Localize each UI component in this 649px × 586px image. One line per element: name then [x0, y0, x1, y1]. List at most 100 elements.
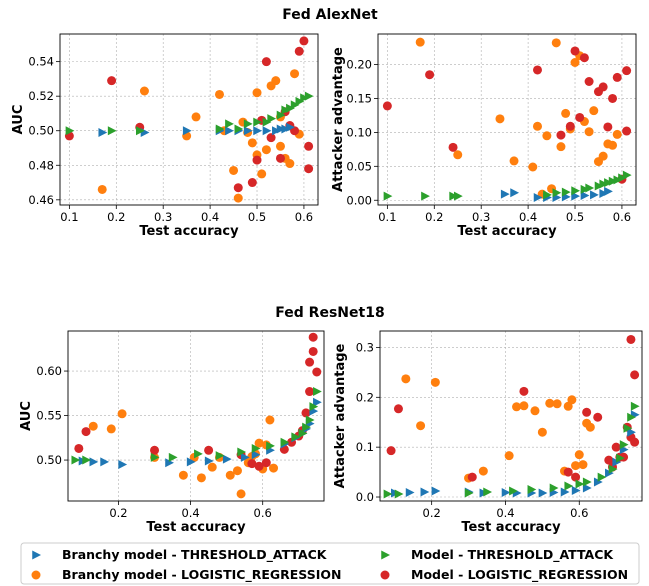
data-point [304, 91, 314, 101]
series-3 [64, 36, 314, 193]
data-point [574, 450, 584, 460]
data-point [204, 445, 214, 455]
x-tick-label: 0.6 [295, 210, 313, 224]
y-tick-label: 0.50 [28, 124, 54, 138]
data-point [165, 458, 174, 468]
data-point [88, 421, 98, 431]
x-tick-label: 0.4 [519, 210, 537, 224]
data-point [623, 423, 633, 433]
data-point [630, 437, 640, 447]
data-point [578, 460, 588, 470]
y-tick-label: 0.50 [36, 453, 62, 467]
series-2 [415, 37, 622, 199]
legend-label: Branchy model - THRESHOLD_ATTACK [62, 547, 328, 563]
y-axis-label: Attacker advantage [333, 343, 348, 488]
y-tick-label: 0.46 [28, 193, 54, 207]
y-tick-label: 0.48 [28, 158, 54, 172]
data-point [510, 188, 520, 198]
y-tick-label: 0.05 [346, 159, 372, 173]
data-point [207, 462, 217, 472]
x-tick-label: 0.6 [254, 506, 272, 520]
data-point [253, 117, 263, 127]
data-point [280, 437, 290, 447]
data-point [509, 156, 519, 166]
data-point [542, 131, 552, 141]
data-point [599, 179, 609, 189]
data-point [401, 374, 411, 384]
data-point [537, 427, 547, 437]
data-point [186, 457, 196, 467]
data-point [626, 334, 636, 344]
data-point [590, 190, 599, 200]
series-3 [382, 46, 632, 184]
data-point [225, 119, 234, 129]
data-point [464, 488, 474, 498]
group-title-alexnet: Fed AlexNet [282, 7, 378, 23]
data-point [305, 357, 315, 367]
data-point [295, 96, 305, 106]
group-title-resnet18: Fed ResNet18 [275, 305, 384, 321]
legend-marker-circle-icon [31, 570, 41, 580]
data-point [519, 386, 529, 396]
data-point [627, 427, 636, 437]
data-point [182, 126, 192, 136]
data-point [618, 173, 627, 183]
data-point [448, 142, 458, 152]
data-point [191, 112, 201, 122]
data-point [247, 178, 257, 188]
data-point [290, 100, 300, 110]
y-axis-label: Attacker advantage [331, 47, 346, 192]
data-point [560, 487, 570, 497]
data-point [483, 487, 493, 497]
data-point [81, 427, 91, 437]
data-point [247, 138, 257, 148]
data-point [593, 412, 603, 422]
data-point [527, 485, 537, 495]
data-point [582, 407, 592, 417]
data-point [589, 106, 599, 116]
y-tick-label: 0.3 [356, 340, 374, 354]
x-tick-label: 0.2 [109, 506, 127, 520]
legend-marker-triangle-icon [32, 550, 41, 560]
data-point [449, 191, 459, 201]
data-point [236, 489, 246, 499]
plot-frame [67, 330, 325, 502]
data-point [285, 159, 295, 169]
x-tick-label: 0.6 [570, 506, 588, 520]
data-point [178, 470, 188, 480]
legend-item: Branchy model - LOGISTIC_REGRESSION [31, 567, 341, 583]
y-tick-label: 0.55 [36, 409, 62, 423]
data-point [545, 398, 555, 408]
data-point [301, 408, 311, 418]
data-point [627, 412, 636, 422]
data-point [313, 387, 322, 397]
data-point [298, 428, 308, 438]
data-point [552, 399, 562, 409]
data-point [118, 460, 128, 470]
data-point [225, 470, 235, 480]
data-point [538, 488, 548, 498]
data-point [247, 459, 257, 469]
data-point [225, 126, 234, 136]
data-point [393, 404, 403, 414]
data-point [196, 473, 206, 483]
data-point [294, 46, 304, 56]
data-point [308, 332, 318, 342]
y-tick-label: 0.52 [28, 89, 54, 103]
x-tick-label: 0.2 [425, 210, 443, 224]
x-axis-label: Test accuracy [146, 520, 246, 535]
data-point [453, 150, 463, 160]
data-point [571, 186, 581, 196]
data-point [425, 70, 435, 80]
data-point [504, 451, 514, 461]
data-point [582, 483, 592, 493]
data-point [608, 176, 618, 186]
data-point [579, 53, 589, 63]
legend: Branchy model - THRESHOLD_ATTACK Model - … [20, 542, 640, 585]
legend-box [20, 542, 640, 585]
data-point [237, 447, 247, 457]
data-point [383, 489, 393, 499]
data-point [117, 409, 127, 419]
data-point [305, 415, 315, 425]
